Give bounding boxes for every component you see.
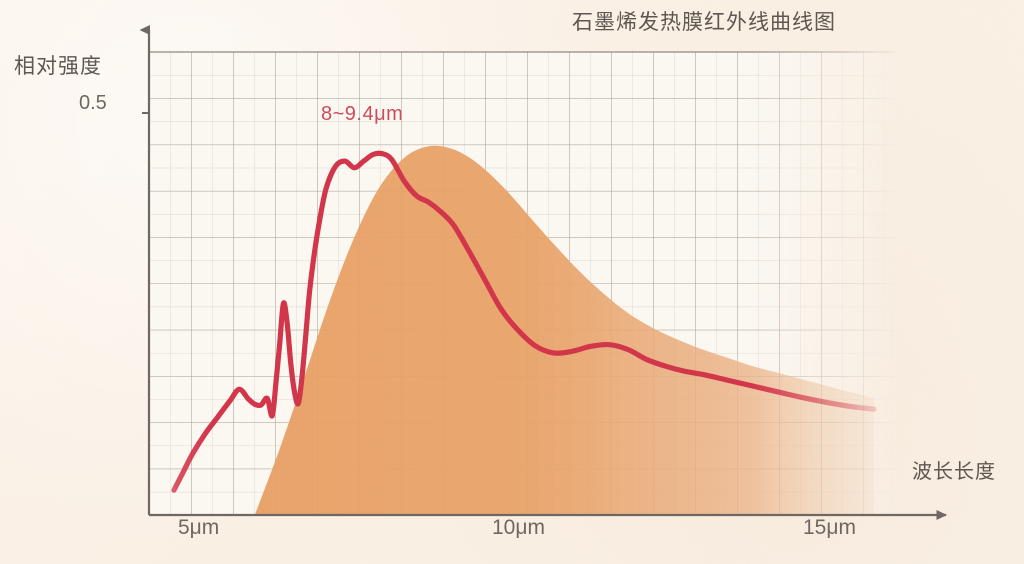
x-axis-label: 波长长度 [912, 461, 996, 483]
y-axis-label: 相对强度 [14, 55, 102, 78]
chart-title: 石墨烯发热膜红外线曲线图 [572, 11, 836, 34]
y-tick-label-0-5: 0.5 [79, 92, 107, 114]
measured-infrared-curve [171, 150, 877, 493]
chart-axes [139, 25, 947, 520]
band-annotation-label: 8~9.4μm [321, 103, 404, 125]
x-tick-label-10um: 10μm [492, 516, 545, 539]
x-tick-label-15um: 15μm [803, 516, 856, 539]
x-tick-label-5um: 5μm [178, 516, 220, 539]
blackbody-reference-area [254, 145, 875, 515]
